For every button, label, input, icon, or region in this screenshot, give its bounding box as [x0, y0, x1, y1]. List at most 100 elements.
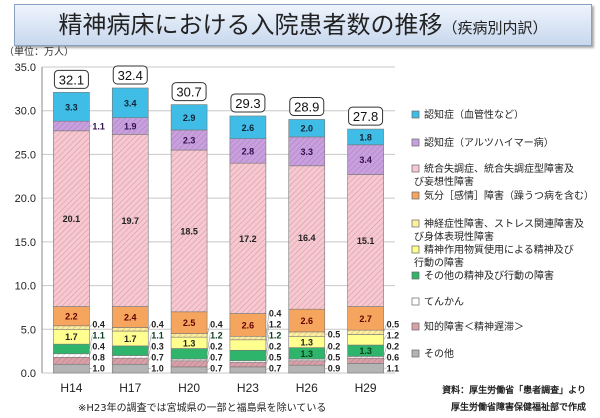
- bar-hatch: [288, 331, 325, 337]
- bar-hatch: [229, 138, 266, 164]
- bar-hatch: [53, 325, 90, 330]
- y-tick-label: 15.0: [15, 237, 36, 249]
- total-label-box: [289, 96, 325, 116]
- data-label: 0.4: [210, 320, 223, 330]
- legend-label: び身体表現性障害: [414, 230, 494, 243]
- data-label: 16.4: [298, 233, 316, 243]
- data-label-leader: [148, 323, 152, 330]
- bar-hatch: [347, 358, 384, 364]
- data-label-leader: [206, 356, 211, 364]
- total-label: 32.4: [118, 68, 143, 83]
- data-label: 1.0: [92, 364, 105, 374]
- data-label-leader: [265, 312, 270, 339]
- data-label-leader: [148, 367, 152, 369]
- data-label: 2.0: [300, 124, 313, 134]
- data-label-leader: [383, 323, 387, 333]
- legend-swatch: [411, 191, 420, 200]
- data-label: 1.1: [387, 364, 400, 374]
- bar-segment: [288, 119, 326, 138]
- legend-label: び妄想性障害: [414, 175, 474, 188]
- bar-hatch: [53, 121, 90, 131]
- data-label: 0.5: [269, 353, 282, 363]
- data-label: 0.9: [328, 364, 341, 374]
- data-label-leader: [89, 323, 93, 328]
- y-tick-label: 5.0: [21, 324, 36, 336]
- data-label-leader: [324, 356, 328, 364]
- bar-segment: [229, 115, 267, 139]
- data-label: 1.1: [151, 331, 164, 341]
- data-label: 20.1: [63, 214, 81, 224]
- bar-hatch: [288, 360, 325, 366]
- title-main: 精神病床における入院患者数の推移: [58, 11, 443, 39]
- legend-label: その他: [424, 347, 454, 360]
- data-label-leader: [265, 323, 270, 346]
- data-label: 3.4: [359, 155, 372, 165]
- data-label: 1.3: [300, 337, 313, 347]
- data-label-leader: [265, 334, 270, 356]
- total-label: 30.7: [176, 85, 201, 100]
- data-label: 0.4: [92, 342, 105, 352]
- bar-hatch: [347, 356, 384, 359]
- bar-segment: [111, 87, 149, 119]
- bar-segment: [53, 363, 90, 374]
- data-label: 1.3: [183, 338, 196, 348]
- total-label: 27.8: [353, 109, 378, 124]
- data-label: 1.7: [124, 334, 137, 344]
- data-label-leader: [148, 334, 152, 351]
- data-label: 19.7: [121, 216, 139, 226]
- data-label: 2.6: [242, 320, 255, 330]
- legend-swatch: [411, 219, 420, 228]
- data-label-leader: [206, 367, 211, 371]
- data-label-leader: [383, 345, 387, 358]
- data-label-leader: [206, 345, 211, 360]
- source-line-2: 厚生労働省障害保健福祉部で作成: [450, 403, 586, 413]
- data-label-leader: [265, 356, 270, 365]
- data-label: 0.2: [269, 342, 282, 352]
- data-label: 0.6: [387, 353, 400, 363]
- data-label-leader: [383, 356, 387, 361]
- data-label-leader: [89, 356, 93, 361]
- data-label: 2.9: [183, 113, 196, 123]
- legend-swatch: [411, 349, 420, 358]
- bar-segment: [170, 366, 208, 374]
- bar-segment: [229, 339, 267, 351]
- data-label: 1.3: [300, 349, 313, 359]
- data-label: 0.4: [269, 309, 282, 319]
- bar-hatch: [53, 353, 90, 358]
- data-label-leader: [89, 334, 93, 350]
- legend-label: 統合失調症、統合失調症型障害及: [424, 162, 574, 175]
- data-label: 0.5: [328, 330, 341, 340]
- data-label: 1.3: [359, 346, 372, 356]
- bar-hatch: [229, 336, 266, 340]
- y-tick-label: 30.0: [15, 106, 36, 118]
- bar-segment: [347, 128, 384, 146]
- legend-label: 認知症（アルツハイマー病）: [424, 136, 554, 149]
- data-label: 2.6: [300, 316, 313, 326]
- data-label-leader: [324, 367, 328, 370]
- bar-hatch: [229, 163, 266, 314]
- bar-hatch: [171, 150, 208, 312]
- data-label: 2.8: [242, 146, 255, 156]
- data-label: 0.7: [269, 364, 282, 374]
- data-label: 2.6: [242, 123, 255, 133]
- data-label: 3.3: [300, 147, 313, 157]
- bar-segment: [229, 349, 267, 362]
- data-label: 0.5: [328, 353, 341, 363]
- legend-label: 神経症性障害、ストレス関連障害及: [424, 217, 584, 230]
- data-label: 0.2: [387, 342, 400, 352]
- data-label: 17.2: [239, 234, 257, 244]
- legend-swatch: [411, 245, 420, 254]
- legend-label: 精神作用物質使用による精神及び: [424, 243, 574, 256]
- data-label-leader: [148, 356, 152, 362]
- title-sub: （疾病別内訳）: [442, 19, 548, 37]
- legend-swatch: [411, 164, 420, 173]
- data-label-leader: [148, 345, 152, 357]
- bar-segment: [288, 364, 326, 374]
- data-label: 0.5: [387, 320, 400, 330]
- total-label-box: [171, 82, 207, 102]
- data-label: 1.9: [124, 122, 137, 132]
- bar-hatch: [171, 333, 208, 338]
- bar-hatch: [171, 129, 208, 151]
- bar-hatch: [112, 358, 149, 365]
